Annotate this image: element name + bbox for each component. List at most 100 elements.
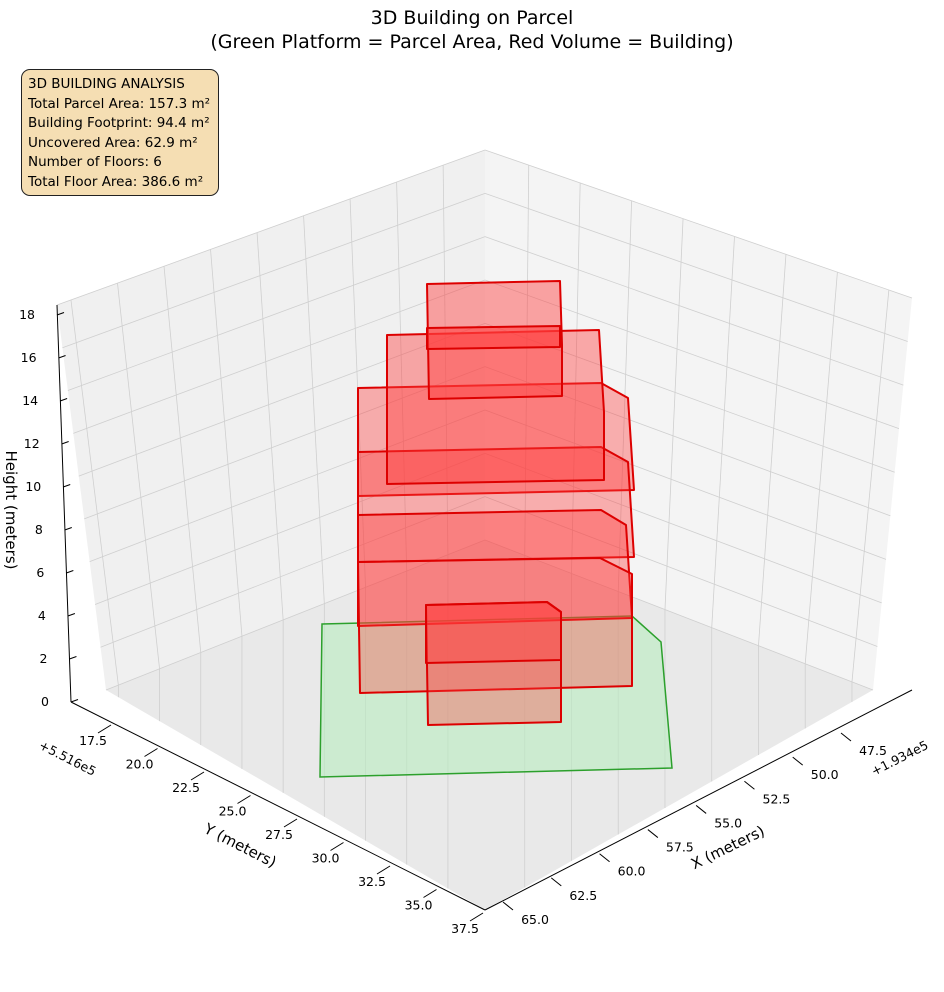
y-gridline-wall bbox=[303, 215, 325, 604]
y-gridline-wall bbox=[163, 266, 202, 653]
x-tick-label: 50.0 bbox=[811, 767, 839, 782]
x-tick-label: 47.5 bbox=[859, 743, 887, 758]
z-tick-mark bbox=[58, 355, 66, 359]
z-tick-mark bbox=[66, 570, 74, 574]
y-tick-label: 30.0 bbox=[312, 851, 340, 866]
z-gridline-left bbox=[94, 452, 486, 605]
z-gridline-left bbox=[62, 192, 486, 349]
chart-title-line-2: (Green Platform = Parcel Area, Red Volum… bbox=[210, 31, 734, 53]
info-parcel-area: Total Parcel Area: 157.3 m² bbox=[28, 95, 211, 112]
z-tick-mark bbox=[70, 699, 79, 703]
x-tick-label: 62.5 bbox=[569, 888, 597, 903]
z-tick-label: 16 bbox=[21, 350, 37, 365]
y-tick-label: 27.5 bbox=[265, 827, 293, 842]
y-tick-mark bbox=[423, 889, 437, 898]
y-gridline-wall bbox=[442, 165, 449, 555]
y-tick-label: 32.5 bbox=[358, 874, 386, 889]
x-tick-label: 55.0 bbox=[714, 815, 742, 830]
z-tick-label: 8 bbox=[35, 522, 43, 537]
z-gridline-right bbox=[484, 192, 908, 342]
y-tick-mark bbox=[330, 842, 344, 851]
z-tick-label: 12 bbox=[24, 436, 40, 451]
y-gridline-wall bbox=[70, 299, 119, 686]
back-right-pane bbox=[485, 150, 912, 690]
y-gridline-wall bbox=[210, 249, 243, 637]
analysis-info-box: 3D BUILDING ANALYSIS Total Parcel Area: … bbox=[21, 69, 219, 196]
x-tick-mark bbox=[599, 853, 610, 863]
z-tick-label: 0 bbox=[41, 694, 49, 709]
x-tick-mark bbox=[647, 829, 659, 838]
y-tick-label: 17.5 bbox=[79, 733, 107, 748]
z-gridline-left bbox=[73, 279, 486, 434]
z-tick-mark bbox=[56, 312, 65, 316]
back-left-pane bbox=[57, 150, 485, 690]
z-gridline-right bbox=[484, 539, 874, 691]
z-gridline-right bbox=[484, 452, 882, 604]
z-tick-mark bbox=[61, 441, 69, 445]
x-tick-mark bbox=[502, 901, 514, 911]
info-heading: 3D BUILDING ANALYSIS bbox=[28, 76, 185, 92]
z-gridline-right bbox=[484, 322, 895, 473]
parcel-platform bbox=[319, 615, 673, 778]
z-gridline-right bbox=[484, 496, 878, 647]
z-tick-mark bbox=[69, 656, 77, 660]
x-axis-line bbox=[484, 689, 913, 911]
x-tick-label: 60.0 bbox=[618, 864, 646, 879]
x-gridline-wall bbox=[804, 272, 838, 664]
building-upper-block bbox=[386, 329, 605, 485]
y-gridline-wall bbox=[396, 182, 408, 571]
x-gridline-wall bbox=[524, 165, 530, 556]
y-tick-mark bbox=[237, 795, 251, 804]
z-tick-mark bbox=[64, 527, 72, 531]
y-tick-label: 35.0 bbox=[405, 898, 433, 913]
z-gridline-left bbox=[56, 149, 486, 306]
z-gridline-right bbox=[484, 149, 913, 299]
y-tick-mark bbox=[469, 912, 484, 922]
info-total-floor-area: Total Floor Area: 386.6 m² bbox=[28, 173, 204, 190]
x-tick-mark bbox=[550, 877, 562, 887]
z-gridline-right bbox=[484, 236, 904, 386]
z-axis-label: Height (meters) bbox=[2, 451, 20, 570]
z-tick-mark bbox=[63, 484, 71, 488]
z-tick-label: 6 bbox=[36, 565, 44, 580]
z-tick-mark bbox=[59, 398, 68, 402]
z-tick-label: 10 bbox=[25, 479, 41, 494]
z-gridline-left bbox=[105, 539, 486, 691]
y-tick-mark bbox=[376, 865, 391, 875]
z-axis-ticks: 0 2 4 6 8 10 12 14 16 18 bbox=[19, 307, 79, 709]
x-gridline-wall bbox=[851, 289, 890, 682]
x-tick-label: 65.0 bbox=[521, 912, 549, 927]
chart-title: 3D Building on Parcel (Green Platform = … bbox=[0, 6, 944, 54]
z-gridline-right bbox=[484, 279, 900, 430]
x-tick-label: 52.5 bbox=[763, 791, 791, 806]
z-tick-label: 18 bbox=[19, 307, 35, 322]
x-tick-label: 57.5 bbox=[666, 840, 694, 855]
z-tick-label: 4 bbox=[38, 608, 46, 623]
y-gridline-wall bbox=[256, 232, 284, 620]
y-tick-label: 25.0 bbox=[219, 804, 247, 819]
x-gridline-wall bbox=[758, 254, 787, 646]
info-building-footprint: Building Footprint: 94.4 m² bbox=[28, 115, 210, 131]
z-gridline-left bbox=[78, 322, 486, 477]
x-axis-ticks: 47.5 50.0 52.5 55.0 57.5 60.0 62.5 65.0 bbox=[502, 732, 887, 927]
info-number-of-floors: Number of Floors: 6 bbox=[28, 154, 162, 170]
y-tick-mark bbox=[97, 724, 112, 734]
y-axis-ticks: 17.5 20.0 22.5 25.0 27.5 30.0 32.5 35.0 37.5 bbox=[79, 724, 484, 936]
x-tick-mark bbox=[792, 756, 804, 766]
info-uncovered-area: Uncovered Area: 62.9 m² bbox=[28, 134, 198, 151]
x-gridline-wall bbox=[571, 182, 581, 574]
building-top-band bbox=[426, 325, 561, 350]
z-gridline-right bbox=[484, 409, 887, 560]
z-tick-label: 2 bbox=[39, 651, 47, 666]
y-tick-label: 22.5 bbox=[172, 780, 200, 795]
y-axis-line bbox=[70, 701, 486, 911]
z-gridline-left bbox=[84, 366, 486, 520]
x-tick-mark bbox=[840, 732, 852, 742]
building-front-module-top bbox=[425, 601, 562, 664]
y-tick-mark bbox=[190, 771, 205, 781]
y-tick-mark bbox=[144, 748, 158, 757]
z-gridline-left bbox=[100, 496, 486, 648]
x-tick-mark bbox=[744, 780, 755, 790]
y-gridline-wall bbox=[117, 283, 160, 669]
